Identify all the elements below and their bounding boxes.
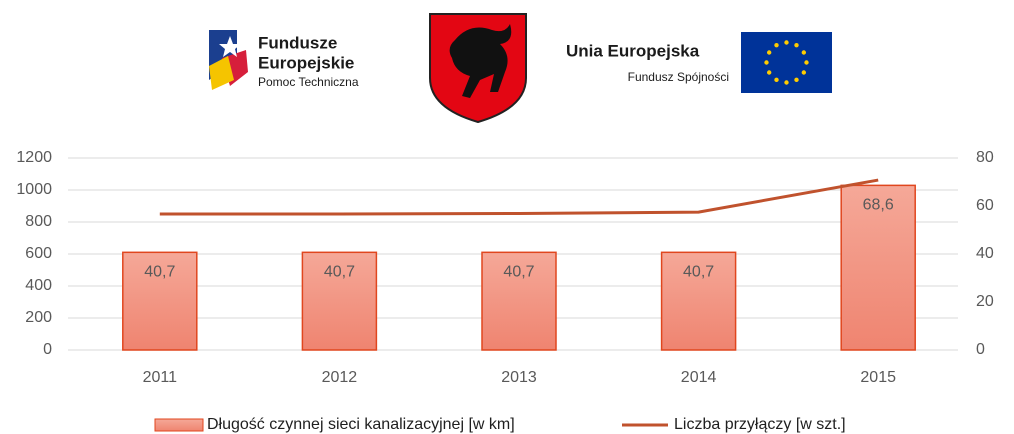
y2-tick-label: 20 bbox=[976, 293, 994, 310]
logo-text: Pomoc Techniczna bbox=[258, 75, 359, 89]
plot: 0 200 400 600 800 1000 1200 0 20 40 60 80 2011 2012 20… bbox=[16, 149, 993, 433]
bar bbox=[301, 251, 378, 351]
logo-left: Fundusze Europejskie Pomoc Techniczna bbox=[205, 18, 359, 90]
eu-star bbox=[804, 60, 809, 65]
bar-label: 40,7 bbox=[503, 264, 534, 281]
eu-star bbox=[774, 77, 779, 83]
y-tick-label: 400 bbox=[25, 277, 52, 294]
logo-right: Unia Europejska Fundusz Spójności bbox=[566, 32, 832, 93]
legend-swatch bbox=[154, 418, 204, 432]
y-tick-label: 200 bbox=[25, 309, 52, 326]
y-tick-label: 0 bbox=[43, 341, 52, 358]
emblem-yellow bbox=[209, 56, 234, 90]
y2-tick-label: 60 bbox=[976, 197, 994, 214]
eu-stars bbox=[764, 40, 809, 85]
eu-star bbox=[801, 70, 807, 75]
legend-label: Liczba przyłączy [w szt.] bbox=[674, 416, 846, 433]
logo-text: Unia Europejska bbox=[566, 41, 700, 60]
eu-star bbox=[774, 42, 779, 48]
bar-label: 68,6 bbox=[863, 197, 894, 214]
bar bbox=[481, 251, 557, 351]
line bbox=[159, 178, 879, 216]
y2-tick-label: 40 bbox=[976, 245, 994, 262]
eu-star bbox=[794, 77, 799, 83]
logo-text: Fundusz Spójności bbox=[628, 70, 729, 84]
logo-text: Fundusze bbox=[258, 33, 337, 52]
y-tick-label: 800 bbox=[25, 213, 52, 230]
eu-star bbox=[794, 42, 799, 48]
x-tick-label: 2014 bbox=[681, 369, 717, 386]
eu-star bbox=[801, 50, 807, 55]
logo-text: Europejskie bbox=[258, 53, 354, 72]
bar-label: 40,7 bbox=[324, 264, 355, 281]
x-tick-label: 2015 bbox=[860, 369, 896, 386]
bar bbox=[660, 251, 737, 351]
legend-label: Długość czynnej sieci kanalizacyjnej [w … bbox=[207, 416, 515, 433]
bar bbox=[840, 184, 916, 351]
y-tick-label: 1200 bbox=[16, 149, 52, 166]
legend: Długość czynnej sieci kanalizacyjnej [w … bbox=[154, 416, 846, 433]
x-tick-label: 2012 bbox=[322, 369, 358, 386]
eu-star bbox=[784, 80, 789, 85]
eu-star bbox=[766, 50, 772, 55]
eu-star bbox=[784, 40, 789, 45]
x-tick-label: 2013 bbox=[501, 369, 537, 386]
eu-star bbox=[766, 70, 772, 75]
y2-tick-label: 80 bbox=[976, 149, 994, 166]
eu-star bbox=[764, 60, 769, 65]
y2-tick-label: 0 bbox=[976, 341, 985, 358]
y-tick-label: 1000 bbox=[16, 181, 52, 198]
x-tick-label: 2011 bbox=[143, 369, 178, 386]
bar-label: 40,7 bbox=[144, 264, 175, 281]
bar bbox=[122, 251, 198, 351]
coat-of-arms bbox=[429, 13, 527, 124]
shield-beast bbox=[449, 24, 512, 98]
y-tick-label: 600 bbox=[25, 245, 52, 262]
bar-label: 40,7 bbox=[683, 264, 714, 281]
emblem-star bbox=[219, 36, 241, 57]
